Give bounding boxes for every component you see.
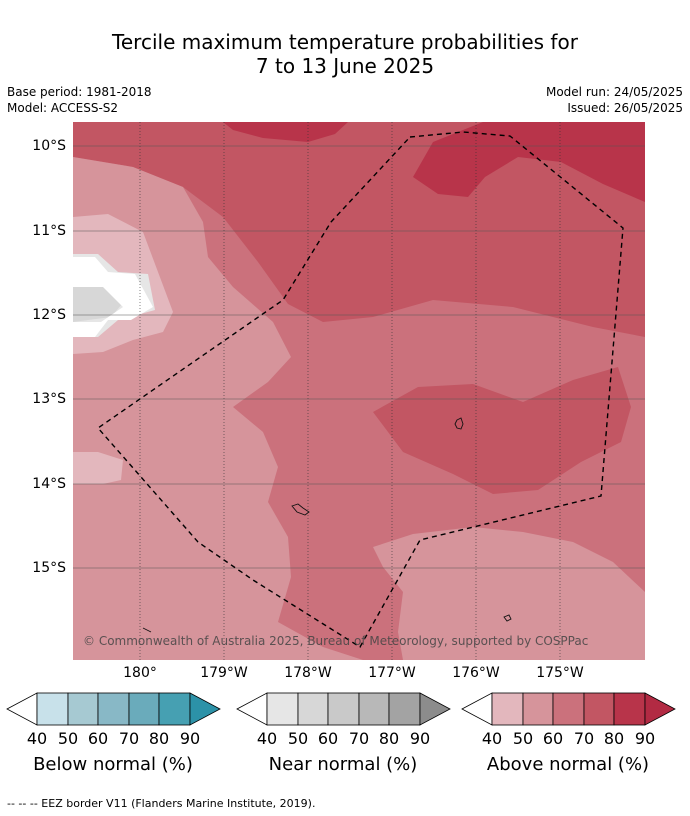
colorbar-below-normal (6, 692, 221, 726)
island-central-west (291, 503, 310, 516)
below-normal-tick: 90 (179, 729, 201, 748)
below-normal-swatch-40 (36, 692, 69, 726)
colorbar-above-normal (461, 692, 676, 726)
below-normal-tick: 40 (26, 729, 48, 748)
near-normal-tick: 60 (317, 729, 339, 748)
copyright-text: © Commonwealth of Australia 2025, Bureau… (83, 634, 588, 648)
below-normal-swatch-50 (67, 692, 99, 726)
above-normal-tick: 50 (512, 729, 534, 748)
field-above-70-north (73, 122, 645, 337)
eez-border (96, 131, 624, 648)
above-normal-swatch-40 (491, 692, 524, 726)
meta-right: Model run: 24/05/2025 Issued: 26/05/2025 (546, 84, 683, 116)
near-normal-tick: 90 (409, 729, 431, 748)
above-normal-tick: 80 (603, 729, 625, 748)
near-normal-tick: 40 (256, 729, 278, 748)
below-normal-tick: 80 (148, 729, 170, 748)
field-above-50-southeast (373, 527, 645, 660)
above-normal-swatch-60 (552, 692, 585, 726)
island-southwest (142, 627, 152, 633)
base-period-label: Base period: 1981-2018 (7, 85, 152, 99)
above-normal-arrow-low (461, 692, 493, 726)
above-normal-title: Above normal (%) (486, 754, 650, 775)
lat-label-11s: 11°S (32, 223, 66, 239)
latitude-lines (73, 145, 645, 569)
near-normal-arrow-low (236, 692, 268, 726)
below-normal-tick: 50 (57, 729, 79, 748)
below-normal-arrow-high (189, 692, 221, 726)
above-normal-swatch-70 (583, 692, 615, 726)
lat-label-12s: 12°S (32, 307, 66, 323)
lon-label-175w: 175°W (536, 665, 584, 681)
near-normal-swatch-40 (266, 692, 299, 726)
above-normal-tick: 40 (481, 729, 503, 748)
meta-left: Base period: 1981-2018 Model: ACCESS-S2 (7, 84, 152, 116)
lon-label-177w: 177°W (368, 665, 416, 681)
above-normal-swatch-50 (522, 692, 554, 726)
near-normal-tick: 80 (378, 729, 400, 748)
near-normal-title: Near normal (%) (268, 754, 418, 775)
below-normal-tick: 60 (87, 729, 109, 748)
island-southeast (503, 614, 512, 622)
lat-label-13s: 13°S (32, 391, 66, 407)
probability-map: © Commonwealth of Australia 2025, Bureau… (73, 122, 645, 660)
lon-label-178w: 178°W (284, 665, 332, 681)
lat-label-10s: 10°S (32, 138, 66, 154)
near-normal-swatch-70 (358, 692, 390, 726)
issued-label: Issued: 26/05/2025 (567, 101, 683, 115)
above-normal-tick: 70 (573, 729, 595, 748)
title-line-2: 7 to 13 June 2025 (255, 54, 435, 78)
model-label: Model: ACCESS-S2 (7, 101, 119, 115)
lat-label-14s: 14°S (32, 476, 66, 492)
lon-label-176w: 176°W (452, 665, 500, 681)
field-above-40-sw (73, 452, 123, 484)
below-normal-arrow-low (6, 692, 38, 726)
lon-label-179w: 179°W (200, 665, 248, 681)
eez-border-note: -- -- -- EEZ border V11 (Flanders Marine… (7, 797, 316, 810)
near-normal-swatch-50 (297, 692, 329, 726)
lat-label-15s: 15°S (32, 560, 66, 576)
island-northeast (454, 417, 464, 430)
field-above-80-ne (413, 122, 645, 202)
above-normal-swatch-80 (613, 692, 646, 726)
below-normal-title: Below normal (%) (33, 754, 193, 775)
field-blank-band (73, 257, 153, 337)
near-normal-tick: 70 (348, 729, 370, 748)
near-normal-arrow-high (419, 692, 451, 726)
below-normal-swatch-70 (128, 692, 160, 726)
below-normal-swatch-60 (97, 692, 130, 726)
near-normal-swatch-80 (388, 692, 421, 726)
above-normal-arrow-high (644, 692, 676, 726)
near-normal-swatch-60 (327, 692, 360, 726)
above-normal-tick: 60 (542, 729, 564, 748)
field-above-80-top (223, 122, 348, 142)
above-normal-tick: 90 (634, 729, 656, 748)
model-run-label: Model run: 24/05/2025 (545, 85, 683, 99)
chart-title: Tercile maximum temperature probabilitie… (0, 30, 690, 78)
near-normal-tick: 50 (287, 729, 309, 748)
colorbars (6, 692, 676, 726)
below-normal-swatch-80 (158, 692, 191, 726)
title-line-1: Tercile maximum temperature probabilitie… (112, 30, 578, 54)
lon-label-180: 180° (123, 665, 157, 681)
below-normal-tick: 70 (118, 729, 140, 748)
colorbar-near-normal (236, 692, 451, 726)
